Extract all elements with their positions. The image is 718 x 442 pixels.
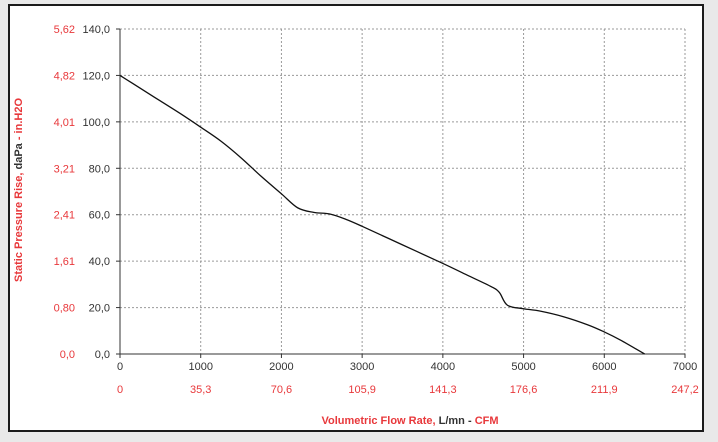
y2-tick-label: 1,61 xyxy=(54,256,75,268)
y2-tick-label: 0,80 xyxy=(54,303,75,315)
y-tick-label: 40,0 xyxy=(89,256,110,268)
x2-tick-label: 70,6 xyxy=(271,384,292,396)
x-axis-title-part3: - xyxy=(465,415,475,427)
y2-tick-label: 4,01 xyxy=(54,117,75,129)
x-axis-title: Volumetric Flow Rate, L/mn - CFM xyxy=(321,415,498,427)
x-tick-label: 2000 xyxy=(269,361,293,373)
x-tick-label: 5000 xyxy=(511,361,535,373)
x2-tick-label: 0 xyxy=(117,384,123,396)
x-axis-title-part2: L/mn xyxy=(439,415,466,427)
x2-tick-label: 211,9 xyxy=(591,384,618,396)
y-tick-label: 120,0 xyxy=(82,70,110,82)
x-tick-label: 0 xyxy=(117,361,123,373)
y2-tick-label: 5,62 xyxy=(54,24,75,36)
y-axis-title-part4: in.H2O xyxy=(13,98,25,134)
y2-tick-label: 3,21 xyxy=(54,163,75,175)
x-tick-label: 1000 xyxy=(188,361,212,373)
x-tick-label: 3000 xyxy=(350,361,374,373)
x-axis-title-part4: CFM xyxy=(475,415,499,427)
y-tick-label: 0,0 xyxy=(95,349,110,361)
y-axis-title-part1: Static Pressure Rise, xyxy=(13,170,25,283)
y-tick-label: 140,0 xyxy=(82,24,110,36)
y-axis-title-part2: daPa xyxy=(13,142,25,169)
grid xyxy=(120,28,686,354)
tick-labels: 0 0 1000 35,3 2000 70,6 3000 105,9 4000 141,3 5000… xyxy=(54,24,699,396)
x-axis-title-part1: Volumetric Flow Rate, xyxy=(321,415,438,427)
x-tick-label: 7000 xyxy=(673,361,697,373)
x-tick-label: 4000 xyxy=(431,361,455,373)
axes xyxy=(116,28,686,358)
x2-tick-label: 141,3 xyxy=(429,384,457,396)
y-axis-title: Static Pressure Rise, daPa - in.H2O xyxy=(13,98,25,282)
y2-tick-label: 0,0 xyxy=(60,349,75,361)
y-axis-title-part3: - xyxy=(13,133,25,143)
series-line xyxy=(119,74,645,355)
x2-tick-label: 176,6 xyxy=(510,384,538,396)
y2-tick-label: 2,41 xyxy=(54,210,75,222)
x2-tick-label: 105,9 xyxy=(348,384,376,396)
y-tick-label: 80,0 xyxy=(89,163,110,175)
y2-tick-label: 4,82 xyxy=(54,70,75,82)
y-tick-label: 20,0 xyxy=(89,303,110,315)
x-tick-label: 6000 xyxy=(592,361,616,373)
y-tick-label: 100,0 xyxy=(82,117,110,129)
x2-tick-label: 247,2 xyxy=(671,384,699,396)
y-tick-label: 60,0 xyxy=(89,210,110,222)
x2-tick-label: 35,3 xyxy=(190,384,211,396)
